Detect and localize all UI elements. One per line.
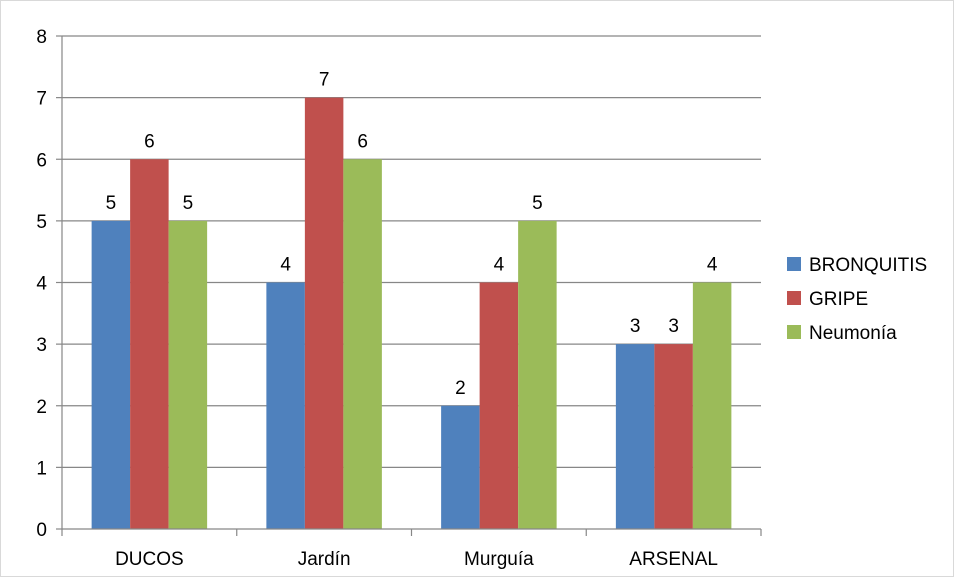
bar [654,344,693,529]
x-tick-label: Murguía [464,549,534,570]
x-tick-label: DUCOS [115,549,184,570]
legend-label: GRIPE [809,289,868,310]
bar [615,344,655,529]
y-tick-label: 4 [36,274,47,295]
bar [168,220,208,529]
bar [441,405,480,529]
data-label: 4 [707,255,718,276]
bar [692,282,732,529]
legend-label: BRONQUITIS [809,255,927,276]
legend-swatch [787,325,801,339]
data-label: 5 [183,193,194,214]
legend-swatch [787,257,801,271]
legend-swatch [787,291,801,305]
legend-label: Neumonía [809,323,897,344]
data-label: 3 [668,316,679,337]
y-tick-label: 5 [36,212,47,233]
y-tick-label: 1 [36,458,47,479]
y-tick-label: 7 [36,89,47,110]
bar [130,159,169,529]
data-labels: 5 6 5 4 7 6 2 4 5 3 3 4 [106,70,718,399]
data-label: 4 [494,255,505,276]
y-tick-label: 6 [36,150,47,171]
bar [518,220,557,529]
bar [479,282,519,529]
bar [343,159,382,529]
x-axis-ticks: DUCOS Jardín Murguía ARSENAL [61,529,762,570]
y-tick-label: 3 [36,335,47,356]
data-label: 5 [532,193,543,214]
data-label: 4 [280,255,291,276]
data-label: 3 [630,316,641,337]
y-tick-label: 0 [36,520,47,541]
data-label: 2 [455,378,466,399]
bars [91,97,732,529]
data-label: 6 [357,131,368,152]
bar [91,220,131,529]
legend: BRONQUITIS GRIPE Neumonía [787,255,927,344]
y-tick-label: 8 [36,27,47,48]
bar [266,282,305,529]
data-label: 7 [319,70,330,91]
data-label: 5 [106,193,117,214]
bar [304,97,344,529]
y-tick-label: 2 [36,397,47,418]
y-axis-ticks: 0 1 2 3 4 5 6 7 8 [36,27,62,541]
data-label: 6 [144,131,155,152]
x-tick-label: Jardín [298,549,351,570]
x-tick-label: ARSENAL [629,549,718,570]
